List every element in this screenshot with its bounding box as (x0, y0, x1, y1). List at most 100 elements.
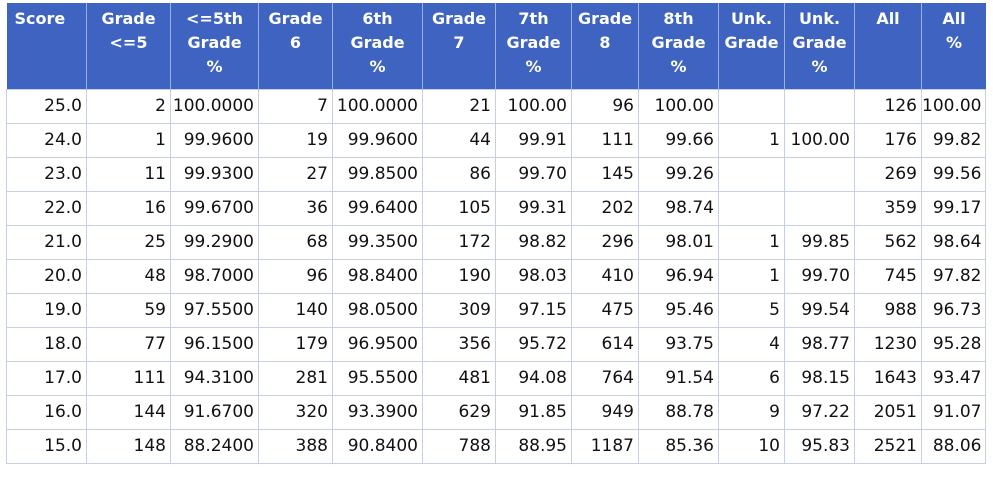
cell-score: 20.0 (6, 259, 87, 294)
cell-grade6-pct: 98.0500 (332, 293, 423, 328)
cell-score: 25.0 (6, 88, 87, 124)
cell-grade8-pct: 91.54 (638, 361, 719, 396)
cell-unk-grade-pct: 100.00 (784, 123, 855, 158)
cell-grade8-pct: 85.36 (638, 429, 719, 464)
cell-grade-le5: 16 (86, 191, 171, 226)
cell-grade7-pct: 94.08 (495, 361, 572, 396)
cell-unk-grade (718, 157, 785, 192)
header-grade6: Grade 6 (258, 3, 333, 89)
cell-grade7-pct: 98.82 (495, 225, 572, 260)
cell-grade-le5-pct: 99.2900 (170, 225, 259, 260)
cell-unk-grade: 9 (718, 395, 785, 430)
cell-grade8-pct: 96.94 (638, 259, 719, 294)
cell-unk-grade-pct: 97.22 (784, 395, 855, 430)
cell-grade6-pct: 99.3500 (332, 225, 423, 260)
cell-grade-le5: 148 (86, 429, 171, 464)
header-grade7-pct: 7th Grade% (495, 3, 572, 89)
cell-grade8-pct: 98.74 (638, 191, 719, 226)
cell-unk-grade: 4 (718, 327, 785, 362)
cell-grade8: 111 (571, 123, 639, 158)
cell-grade6-pct: 100.0000 (332, 88, 423, 124)
cell-grade7: 105 (422, 191, 496, 226)
table-row: 24.0 1 99.9600 19 99.9600 44 99.91 111 99.66 1 100… (6, 123, 987, 158)
cell-grade6-pct: 96.9500 (332, 327, 423, 362)
cell-unk-grade: 1 (718, 259, 785, 294)
cell-all-pct: 91.07 (921, 395, 987, 430)
cell-grade-le5-pct: 98.7000 (170, 259, 259, 294)
cell-grade6: 96 (258, 259, 333, 294)
header-unk-grade-pct: Unk. Grade% (784, 3, 855, 89)
cell-grade8-pct: 88.78 (638, 395, 719, 430)
cell-grade8: 764 (571, 361, 639, 396)
cell-grade7: 309 (422, 293, 496, 328)
cell-grade6: 19 (258, 123, 333, 158)
cell-grade7: 481 (422, 361, 496, 396)
table-row: 25.0 2 100.0000 7 100.0000 21 100.00 96 100.00 12… (6, 88, 987, 124)
cell-grade6: 281 (258, 361, 333, 396)
cell-grade7-pct: 100.00 (495, 88, 572, 124)
cell-all: 126 (854, 88, 922, 124)
table-row: 17.0 111 94.3100 281 95.5500 481 94.08 764 91.54… (6, 361, 987, 396)
cell-grade-le5: 11 (86, 157, 171, 192)
table-row: 16.0 144 91.6700 320 93.3900 629 91.85 949 88.78… (6, 395, 987, 430)
header-row: Score Grade <=5 <=5th Grade% Grade 6 6th Gra… (6, 3, 986, 89)
cell-grade-le5: 59 (86, 293, 171, 328)
cell-grade6-pct: 99.9600 (332, 123, 423, 158)
cell-grade7: 44 (422, 123, 496, 158)
cell-unk-grade: 10 (718, 429, 785, 464)
cell-score: 24.0 (6, 123, 87, 158)
cell-grade8-pct: 99.26 (638, 157, 719, 192)
cell-all-pct: 99.56 (921, 157, 987, 192)
cell-grade7-pct: 88.95 (495, 429, 572, 464)
table-row: 20.0 48 98.7000 96 98.8400 190 98.03 410 96.94 1 9… (6, 259, 987, 294)
cell-all: 176 (854, 123, 922, 158)
header-grade8: Grade 8 (571, 3, 639, 89)
cell-grade6: 140 (258, 293, 333, 328)
cell-grade-le5-pct: 96.1500 (170, 327, 259, 362)
cell-all-pct: 99.17 (921, 191, 987, 226)
cell-grade-le5: 77 (86, 327, 171, 362)
cell-grade7-pct: 99.31 (495, 191, 572, 226)
cell-all-pct: 93.47 (921, 361, 987, 396)
cell-grade-le5-pct: 88.2400 (170, 429, 259, 464)
cell-grade-le5-pct: 99.6700 (170, 191, 259, 226)
cell-all: 269 (854, 157, 922, 192)
cell-unk-grade-pct: 98.77 (784, 327, 855, 362)
header-grade-le5: Grade <=5 (86, 3, 171, 89)
cell-grade6-pct: 90.8400 (332, 429, 423, 464)
cell-unk-grade-pct (784, 88, 855, 124)
cell-all: 359 (854, 191, 922, 226)
header-grade8-pct: 8th Grade% (638, 3, 719, 89)
cell-grade7-pct: 91.85 (495, 395, 572, 430)
table-row: 23.0 11 99.9300 27 99.8500 86 99.70 145 99.26 269… (6, 157, 987, 192)
cell-unk-grade (718, 88, 785, 124)
cell-unk-grade (718, 191, 785, 226)
cell-grade7: 21 (422, 88, 496, 124)
cell-unk-grade-pct: 99.54 (784, 293, 855, 328)
cell-grade-le5-pct: 94.3100 (170, 361, 259, 396)
cell-grade6-pct: 98.8400 (332, 259, 423, 294)
cell-unk-grade: 6 (718, 361, 785, 396)
table-row: 22.0 16 99.6700 36 99.6400 105 99.31 202 98.74 35… (6, 191, 987, 226)
table-row: 15.0 148 88.2400 388 90.8400 788 88.95 1187 85.3… (6, 429, 987, 464)
cell-grade7: 172 (422, 225, 496, 260)
cell-grade8-pct: 99.66 (638, 123, 719, 158)
cell-score: 22.0 (6, 191, 87, 226)
cell-all-pct: 95.28 (921, 327, 987, 362)
cell-grade-le5-pct: 99.9300 (170, 157, 259, 192)
cell-score: 19.0 (6, 293, 87, 328)
cell-grade8-pct: 93.75 (638, 327, 719, 362)
cell-grade6: 68 (258, 225, 333, 260)
cell-all: 745 (854, 259, 922, 294)
cell-score: 17.0 (6, 361, 87, 396)
cell-unk-grade-pct (784, 157, 855, 192)
cell-grade6: 7 (258, 88, 333, 124)
cell-grade-le5-pct: 97.5500 (170, 293, 259, 328)
cell-grade7: 356 (422, 327, 496, 362)
cell-unk-grade-pct (784, 191, 855, 226)
cell-grade8-pct: 98.01 (638, 225, 719, 260)
cell-all-pct: 97.82 (921, 259, 987, 294)
cell-grade6: 27 (258, 157, 333, 192)
cell-grade6: 179 (258, 327, 333, 362)
cell-score: 23.0 (6, 157, 87, 192)
